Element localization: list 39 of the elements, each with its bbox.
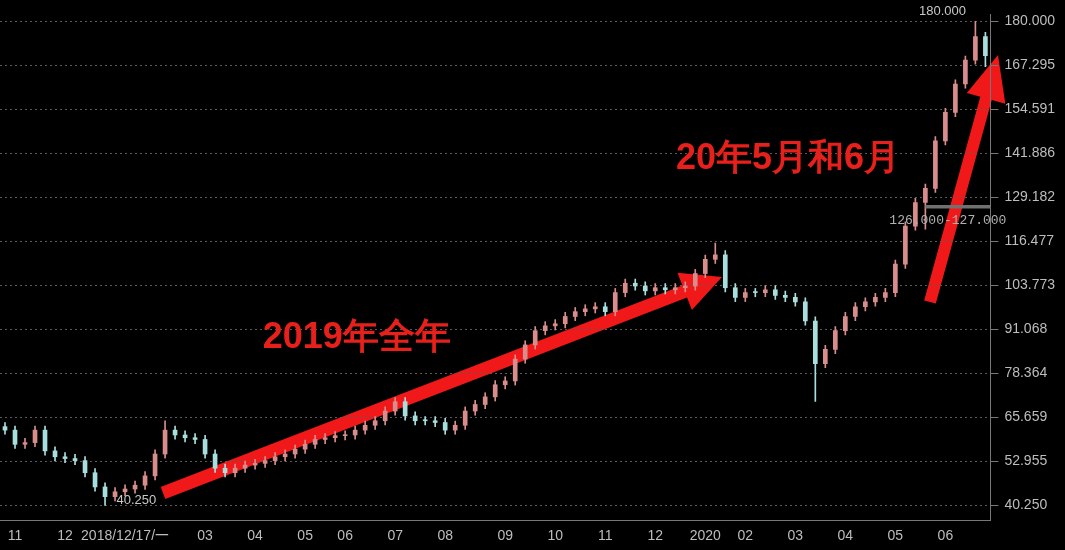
annotation: 20年5月和6月 bbox=[676, 136, 901, 178]
y-tick-label: 116.477 bbox=[1004, 232, 1055, 249]
y-tick-label: 91.068 bbox=[1004, 320, 1048, 337]
x-tick-label: 07 bbox=[387, 527, 404, 544]
y-tick-label: 180.000 bbox=[1004, 12, 1056, 29]
x-tick-label: 09 bbox=[497, 527, 514, 544]
x-tick-label: 03 bbox=[787, 527, 804, 544]
x-tick-label: 06 bbox=[337, 527, 354, 544]
y-tick-label: 154.591 bbox=[1004, 100, 1056, 117]
candlestick bbox=[422, 416, 428, 426]
y-tick-label: 65.659 bbox=[1004, 408, 1048, 425]
x-tick-label: 2020 bbox=[689, 527, 722, 544]
x-tick-label: 06 bbox=[937, 527, 954, 544]
candlestick bbox=[342, 430, 348, 441]
x-tick-label: 02 bbox=[737, 527, 754, 544]
x-tick-label: 04 bbox=[247, 527, 264, 544]
y-tick-label: 40.250 bbox=[1004, 496, 1048, 513]
y-tick-label: 78.364 bbox=[1004, 364, 1048, 381]
candlestick bbox=[582, 304, 588, 317]
y-tick-label: 103.773 bbox=[1004, 276, 1056, 293]
candlestick bbox=[752, 288, 758, 298]
x-tick-label: 12 bbox=[647, 527, 664, 544]
x-tick-label: 08 bbox=[437, 527, 454, 544]
annotation: 40.250 bbox=[116, 492, 157, 508]
x-tick-label: 11 bbox=[7, 527, 23, 544]
x-tick-label: 10 bbox=[547, 527, 564, 544]
x-tick-label: 04 bbox=[837, 527, 854, 544]
x-tick-label: 05 bbox=[297, 527, 314, 544]
y-tick-label: 52.955 bbox=[1004, 452, 1048, 469]
x-tick-label: 12 bbox=[57, 527, 74, 544]
x-tick-label: 11 bbox=[597, 527, 613, 544]
annotation: 180.000 bbox=[919, 2, 967, 18]
y-tick-label: 141.886 bbox=[1004, 144, 1056, 161]
x-tick-label: 05 bbox=[887, 527, 904, 544]
y-tick-label: 167.295 bbox=[1004, 56, 1056, 73]
annotation: 2019年全年 bbox=[262, 315, 451, 357]
x-tick-label: 2018/12/17/一 bbox=[81, 527, 170, 544]
y-tick-label: 129.182 bbox=[1004, 188, 1056, 205]
x-tick-label: 03 bbox=[197, 527, 214, 544]
